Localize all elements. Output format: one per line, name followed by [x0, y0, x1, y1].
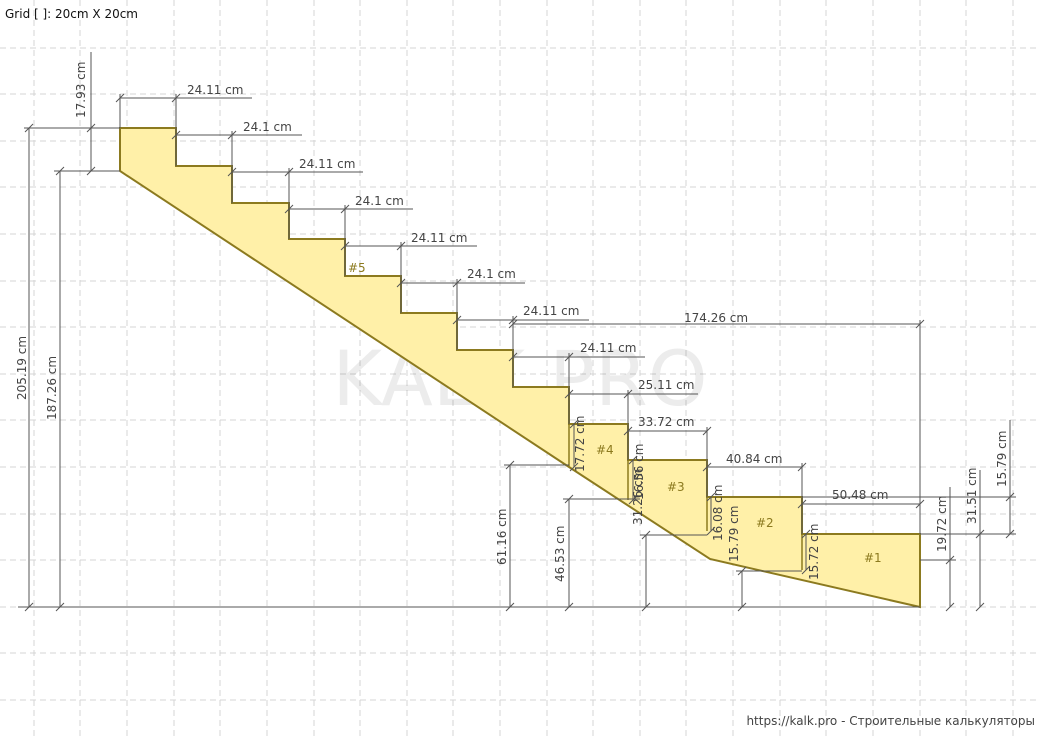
dim-tread-1: 24.11 cm [187, 83, 243, 97]
dimension-line [737, 602, 747, 612]
dimension-line [1005, 529, 1015, 539]
dimension-line [801, 529, 811, 539]
dim-tread-9: 25.11 cm [638, 378, 694, 392]
dimension-lines [18, 52, 1016, 612]
dim-winder-1-right: 19.72 cm [935, 496, 949, 552]
dim-tread-12: 50.48 cm [832, 488, 888, 502]
dimension-line [569, 419, 579, 429]
dim-tread-11: 40.84 cm [726, 452, 782, 466]
dim-winder-3-height: 16.56 cm [632, 444, 646, 500]
dimension-line [706, 526, 716, 536]
dim-winder-2-lower: 15.79 cm [727, 506, 741, 562]
grid-label: Grid [ ]: 20cm X 20cm [5, 7, 138, 21]
step-label-5: #5 [348, 261, 366, 275]
dim-height-46: 46.53 cm [553, 526, 567, 582]
dimension-line [86, 166, 96, 176]
dimension-line [975, 602, 985, 612]
step-label-3: #3 [667, 480, 685, 494]
dim-tread-4: 24.1 cm [355, 194, 404, 208]
step-label-1: #1 [864, 551, 882, 565]
dim-top-height: 17.93 cm [74, 62, 88, 118]
dim-tread-7: 24.11 cm [523, 304, 579, 318]
winder-division-lines [568, 424, 803, 570]
dimension-line [505, 602, 515, 612]
step-label-2: #2 [756, 516, 774, 530]
dim-tread-10: 33.72 cm [638, 415, 694, 429]
dim-winder-2-height: 16.08 cm [711, 485, 725, 541]
step-label-4: #4 [596, 443, 614, 457]
dim-tread-6: 24.1 cm [467, 267, 516, 281]
dim-right-31: 31.51 cm [965, 468, 979, 524]
dimension-line [564, 602, 574, 612]
dim-inner-height: 187.26 cm [45, 356, 59, 420]
dim-total-run: 174.26 cm [684, 311, 748, 325]
dimension-line [628, 495, 638, 505]
dimension-line [641, 602, 651, 612]
dim-height-61: 61.16 cm [495, 509, 509, 565]
dimension-line [801, 565, 811, 575]
dim-winder-4-height: 17.72 cm [573, 416, 587, 472]
dim-total-height: 205.19 cm [15, 336, 29, 400]
dim-height-31: 31.26 cm [631, 469, 645, 525]
dim-right-15: 15.79 cm [995, 431, 1009, 487]
dim-tread-8: 24.11 cm [580, 341, 636, 355]
footer-credit: https://kalk.pro - Строительные калькуля… [746, 714, 1035, 728]
dimension-line [569, 462, 579, 472]
dimension-line [55, 602, 65, 612]
dim-winder-1-height: 15.72 cm [807, 524, 821, 580]
dim-tread-2: 24.1 cm [243, 120, 292, 134]
dimension-line [706, 492, 716, 502]
dim-tread-3: 24.11 cm [299, 157, 355, 171]
dimension-line [945, 602, 955, 612]
dim-tread-5: 24.11 cm [411, 231, 467, 245]
dimension-line [628, 455, 638, 465]
